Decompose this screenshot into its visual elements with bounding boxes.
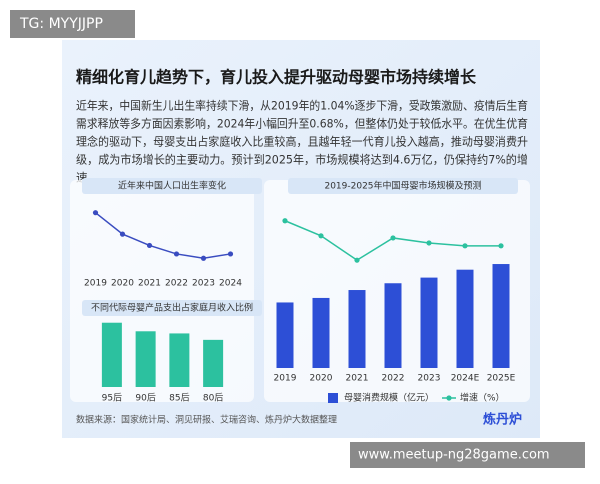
- point: [227, 251, 234, 257]
- legend-label: 母婴消费规模（亿元）: [344, 392, 434, 404]
- bar: [420, 277, 438, 368]
- point: [426, 240, 432, 246]
- x-tick-label: 90后: [135, 393, 155, 404]
- point: [200, 255, 207, 261]
- legend-label: 增速（%）: [460, 392, 505, 404]
- point: [498, 243, 504, 249]
- x-tick-label: 2020: [111, 279, 134, 289]
- overlay-box: [10, 10, 135, 38]
- body-line: 需求释放等多方面因素影响，2024年小幅回升至0.68%，但整体仍处于较低水平。…: [76, 117, 528, 131]
- x-tick-label: 85后: [169, 393, 189, 404]
- point: [462, 243, 468, 249]
- bar: [348, 290, 366, 368]
- chart-title: 近年来中国人口出生率变化: [118, 180, 226, 192]
- x-tick-label: 2024: [219, 279, 242, 289]
- bar: [312, 297, 330, 368]
- bar: [101, 322, 122, 387]
- overlay-box: [350, 442, 585, 468]
- point: [390, 235, 396, 241]
- source: 数据来源：国家统计局、洞见研报、艾瑞咨询、炼丹炉大数据整理: [76, 414, 337, 426]
- x-tick-label: 2023: [192, 279, 215, 289]
- point: [146, 242, 153, 249]
- overlay-text: www.meetup-ng28game.com: [358, 448, 550, 463]
- legend-swatch: [328, 393, 338, 403]
- bar: [276, 302, 294, 368]
- x-tick-label: 95后: [102, 393, 122, 404]
- bar: [203, 339, 224, 387]
- title: 精细化育儿趋势下，育儿投入提升驱动母婴市场持续增长: [76, 68, 477, 87]
- x-tick-label: 2022: [165, 279, 188, 289]
- x-tick-label: 2025E: [487, 374, 516, 384]
- body-line: 级，成为市场增长的主要动力。预计到2025年，市场规模将达到4.6万亿，仍保持约…: [76, 153, 528, 167]
- chart-title-pill: [82, 178, 262, 194]
- legend-swatch: [446, 395, 452, 401]
- bar: [384, 283, 402, 368]
- point: [173, 251, 180, 257]
- bar: [492, 264, 510, 368]
- x-tick-label: 2021: [138, 279, 161, 289]
- point: [318, 233, 324, 239]
- x-tick-label: 2022: [382, 374, 405, 384]
- point: [119, 231, 126, 237]
- logo: 炼丹炉: [483, 412, 522, 428]
- x-tick-label: 80后: [203, 393, 223, 404]
- line: [95, 212, 231, 260]
- body-line: 理念的驱动下，母婴支出占家庭收入比重较高，且越年轻一代育儿投入越高，推动母婴消费…: [76, 135, 528, 149]
- chart-title-pill: [288, 178, 518, 194]
- x-tick-label: 2019: [84, 279, 107, 289]
- point: [354, 257, 360, 263]
- chart-title: 2019-2025年中国母婴市场规模及预测: [324, 180, 481, 192]
- x-tick-label: 2021: [346, 374, 369, 384]
- body-line: 近年来，中国新生儿出生率持续下滑，从2019年的1.04%逐步下滑，受政策激励、…: [76, 99, 528, 113]
- x-tick-label: 2024E: [451, 374, 480, 384]
- x-tick-label: 2020: [310, 374, 333, 384]
- bar: [135, 331, 156, 387]
- point: [282, 218, 288, 224]
- x-tick-label: 2019: [274, 374, 297, 384]
- x-tick-label: 2023: [418, 374, 441, 384]
- bar: [456, 269, 474, 368]
- point: [92, 210, 99, 216]
- bar: [169, 333, 190, 387]
- overlay-text: TG: MYYJJPP: [19, 16, 103, 32]
- chart-title-pill: [82, 300, 262, 316]
- chart-title: 不同代际母婴产品支出占家庭月收入比例: [91, 302, 253, 314]
